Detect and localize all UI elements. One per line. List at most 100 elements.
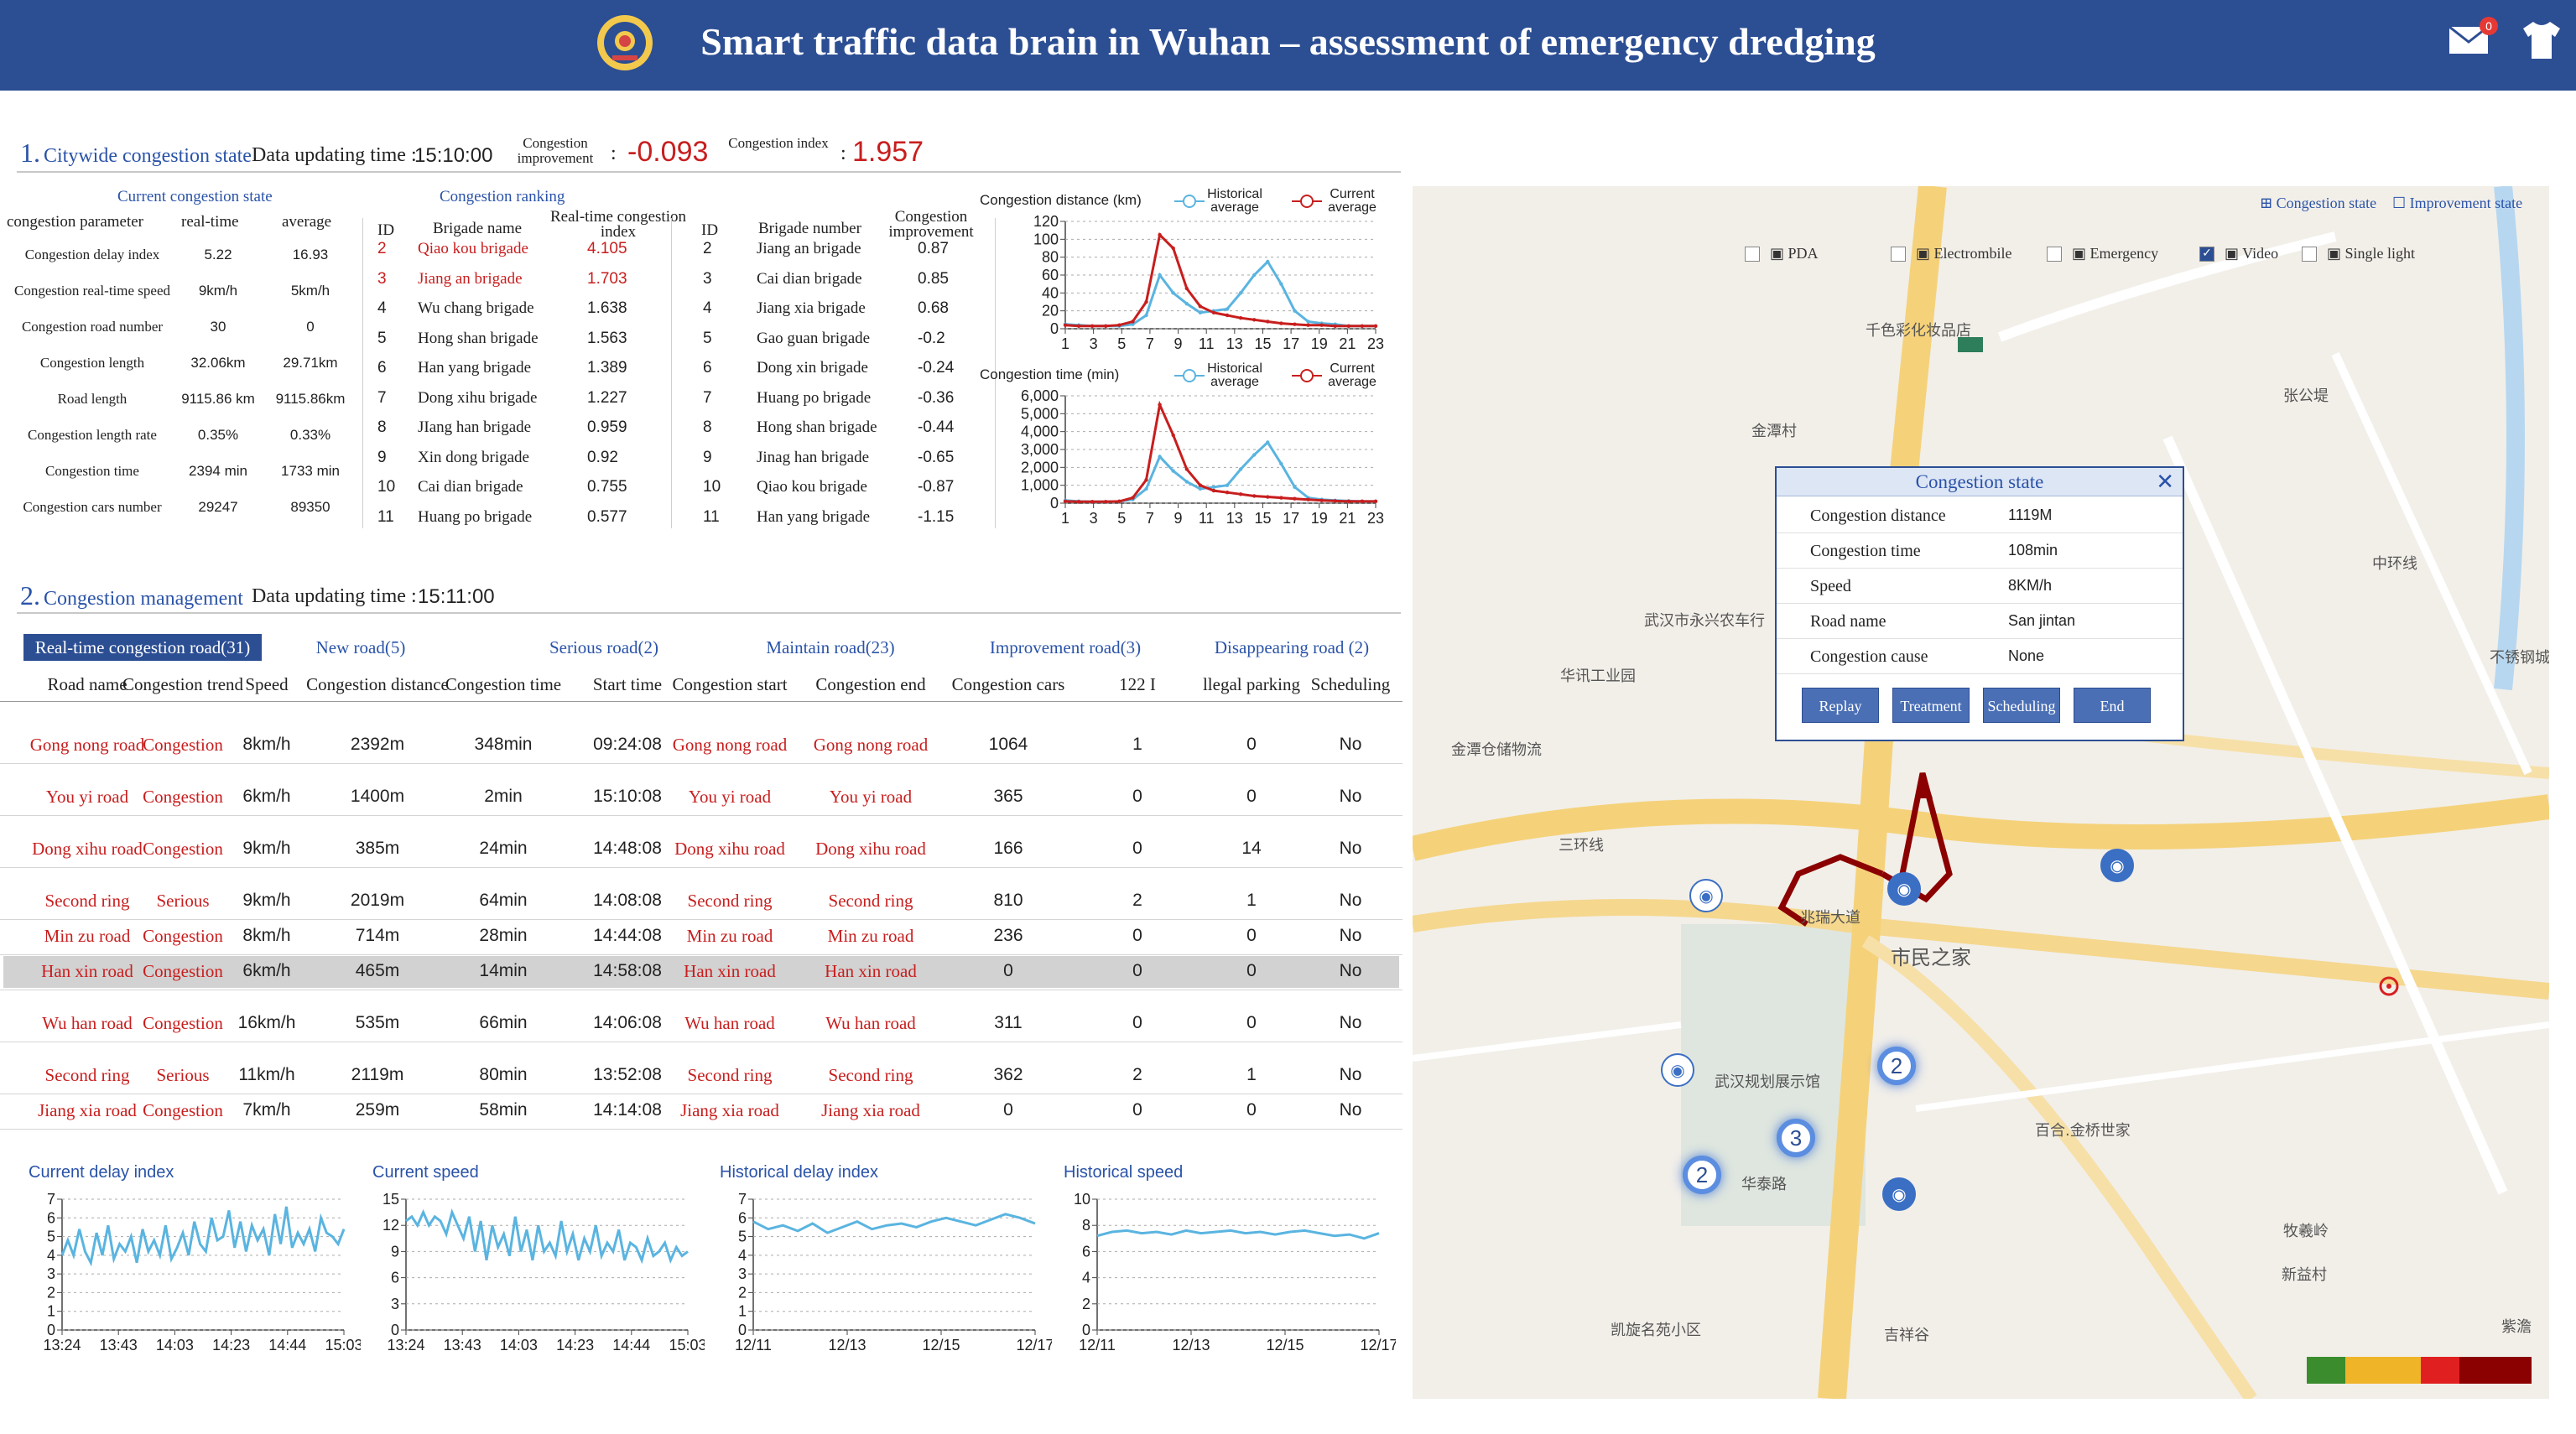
table-cell: Serious — [156, 1065, 210, 1085]
table-cell[interactable]: You yi road — [45, 787, 129, 807]
ranking-header-improve: Congestion improvement — [888, 208, 974, 241]
x-tick-label: 17 — [1283, 510, 1299, 527]
chart-title: Current speed — [372, 1163, 479, 1182]
table-cell: 8km/h — [242, 735, 291, 754]
header-parameter: congestion parameter — [7, 213, 144, 231]
popup-row-value: 8KM/h — [2008, 577, 2053, 594]
table-cell: Second ring — [687, 1065, 773, 1085]
x-tick-label: 5 — [1117, 510, 1126, 527]
cluster-marker[interactable]: 2 — [1683, 1156, 1721, 1194]
close-icon[interactable]: ✕ — [2156, 470, 2174, 495]
state-average: 29.71km — [283, 355, 338, 371]
table-cell: Wu han road — [684, 1013, 775, 1033]
table-header: Congestion start — [672, 674, 788, 694]
table-cell[interactable]: Min zu road — [44, 926, 131, 946]
table-cell[interactable]: Jiang xia road — [38, 1100, 137, 1120]
x-tick-label: 11 — [1199, 510, 1215, 527]
data-point — [1144, 299, 1148, 304]
ranking-brigade: Han yang brigade — [418, 359, 532, 377]
x-tick-label: 17 — [1283, 335, 1299, 352]
table-cell: 0 — [1003, 961, 1013, 980]
ranking-brigade: Xin dong brigade — [418, 448, 529, 466]
popup-treatment-button[interactable]: Treatment — [1892, 688, 1970, 723]
tab-3[interactable]: Maintain road(23) — [766, 637, 895, 657]
table-cell: 0 — [1246, 735, 1257, 754]
table-cell: Jiang xia road — [680, 1100, 779, 1120]
camera-icon[interactable]: ◉ — [2100, 849, 2134, 882]
layer-checkbox-single-light[interactable] — [2302, 247, 2317, 262]
tab-4[interactable]: Improvement road(3) — [989, 637, 1142, 657]
y-tick-label: 4,000 — [1021, 423, 1059, 440]
legend-label: Historical — [1207, 361, 1262, 376]
ranking-brigade: Jiang an brigade — [418, 269, 523, 288]
data-point — [1211, 310, 1216, 314]
tab-2[interactable]: Serious road(2) — [549, 637, 659, 657]
current-speed-chart: Current speed 0 3 6 9 12 15 13:24 13:43 14:03 14:2… — [372, 1163, 705, 1353]
popup-end-button[interactable]: End — [2074, 688, 2151, 723]
table-cell: Gong nong road — [672, 735, 788, 755]
ranking-brigade: Huang po brigade — [757, 388, 872, 407]
legend-marker — [1183, 195, 1196, 208]
data-point — [1333, 324, 1337, 328]
map-label: 百合.金桥世家 — [2035, 1122, 2131, 1140]
chart-title: Historical speed — [1064, 1163, 1183, 1182]
ranking-brigade: Hong shan brigade — [418, 329, 539, 347]
layer-checkbox-electrombile[interactable] — [1891, 247, 1906, 262]
map-view[interactable]: 千色彩化妆品店 金潭村 武汉市永兴农车行 华讯工业园 金潭仓储物流 三环线 市民之家 武汉规划… — [1413, 186, 2549, 1399]
table-cell[interactable]: Han xin road — [41, 961, 133, 981]
popup-row: Speed 8KM/h — [1777, 569, 2183, 604]
camera-icon[interactable]: ◉ — [1882, 1177, 1916, 1211]
x-tick-label: 9 — [1174, 510, 1183, 527]
layer-checkbox-emergency[interactable] — [2047, 247, 2062, 262]
cluster-marker[interactable]: 3 — [1777, 1119, 1815, 1157]
popup-scheduling-button[interactable]: Scheduling — [1983, 688, 2060, 723]
table-cell: No — [1339, 839, 1362, 858]
ranking-id: 10 — [703, 478, 721, 496]
ranking-brigade: Cai dian brigade — [757, 269, 862, 288]
pda-icon[interactable]: ◉ — [1661, 1053, 1694, 1087]
table-cell[interactable]: Second ring — [44, 891, 130, 911]
pda-icon[interactable]: ◉ — [1689, 879, 1723, 912]
x-tick-label: 23 — [1367, 335, 1384, 352]
table-cell[interactable]: Wu han road — [42, 1013, 133, 1033]
map-label: 华讯工业园 — [1560, 668, 1636, 685]
table-cell[interactable]: Gong nong road — [29, 735, 145, 755]
data-point — [1158, 273, 1162, 278]
y-tick-label: 4 — [738, 1247, 747, 1264]
y-tick-label: 4 — [47, 1247, 55, 1264]
tab-1[interactable]: New road(5) — [315, 637, 406, 657]
data-point — [1293, 322, 1297, 326]
data-point — [1211, 485, 1216, 489]
data-point — [1104, 324, 1108, 328]
state-param: Road length — [57, 391, 127, 407]
camera-icon[interactable]: ◉ — [1887, 872, 1921, 906]
table-cell: 365 — [993, 787, 1023, 806]
table-cell: 11km/h — [238, 1065, 295, 1084]
data-point — [1076, 500, 1081, 504]
map-label: 紫澹 — [2501, 1318, 2532, 1336]
y-tick-label: 6 — [1082, 1243, 1090, 1260]
map-label: 凯旋名苑小区 — [1611, 1322, 1701, 1339]
map-label: 张公堤 — [2283, 387, 2329, 405]
table-cell: 64min — [479, 891, 528, 910]
congestion-state-button[interactable]: ⊞ Congestion state — [2260, 195, 2377, 211]
popup-row-label: Congestion distance — [1810, 507, 1946, 525]
tab-5[interactable]: Disappearing road (2) — [1214, 637, 1370, 657]
table-cell: 6km/h — [242, 787, 291, 806]
tab-0[interactable]: Real-time congestion road(31) — [23, 634, 262, 661]
popup-replay-button[interactable]: Replay — [1802, 688, 1879, 723]
layer-checkbox-video[interactable]: ✓ — [2199, 247, 2214, 262]
table-cell[interactable]: Second ring — [44, 1065, 130, 1085]
cluster-marker[interactable]: 2 — [1877, 1047, 1916, 1085]
layer-checkbox-pda[interactable] — [1745, 247, 1760, 262]
table-cell: 0 — [1132, 926, 1142, 945]
data-point — [1131, 320, 1135, 324]
improvement-state-button[interactable]: ☐ Improvement state — [2392, 195, 2523, 211]
map-label: 兆瑞大道 — [1800, 909, 1860, 927]
shirt-icon[interactable] — [2520, 20, 2563, 60]
table-cell: No — [1339, 961, 1362, 980]
y-tick-label: 60 — [1042, 267, 1059, 283]
data-point — [1266, 320, 1270, 324]
data-point — [1373, 499, 1378, 504]
table-cell[interactable]: Dong xihu road — [32, 839, 143, 859]
